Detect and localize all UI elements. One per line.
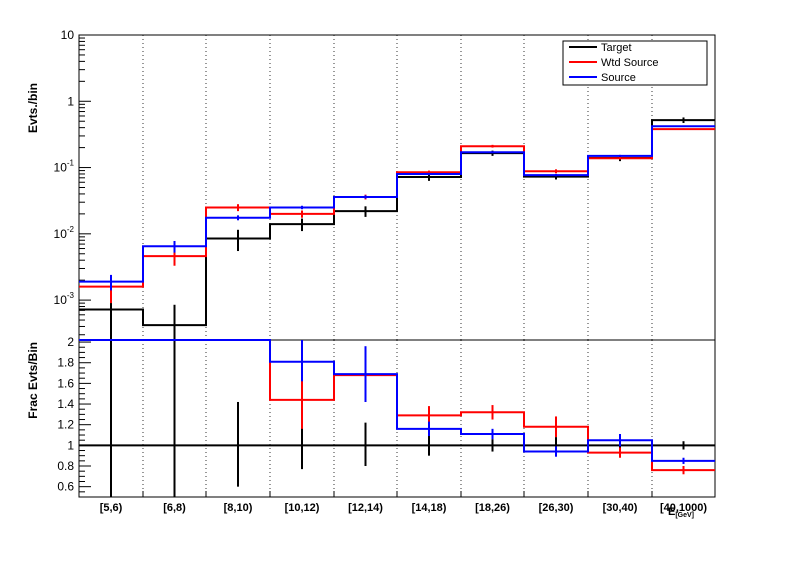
bottom-y-tick-label: 1.6 [57, 376, 74, 390]
top-y-tick-label: 10-2 [54, 225, 75, 241]
top-series-target [79, 117, 715, 340]
top-y-tick-label-exponent: -1 [67, 159, 75, 168]
x-axis-label: E[GeV] [668, 506, 694, 519]
top-step-line-source [79, 125, 715, 283]
bottom-series [79, 339, 715, 497]
top-y-tick-label: 10-3 [54, 291, 75, 307]
legend-label-wtd-source: Wtd Source [601, 57, 658, 69]
top-series [79, 117, 715, 340]
top-y-tick-label: 10 [61, 28, 75, 42]
bottom-y-tick-label: 1.4 [57, 397, 74, 411]
bottom-y-tick-label: 1.2 [57, 418, 74, 432]
x-axis-label-main: E [668, 506, 675, 518]
x-tick-label: [14,18) [412, 502, 447, 514]
bottom-x-axis: [5,6) [6,8) [8,10) [10,12) [12,14) [14,18) [18… [100, 491, 707, 514]
x-axis-label-suffix: [GeV] [675, 512, 694, 519]
bottom-series-target [79, 340, 715, 497]
bottom-y-tick-label: 2 [67, 335, 74, 349]
top-y-tick-label-exponent: -2 [67, 225, 75, 234]
top-y-tick-label-base: 10 [54, 161, 68, 175]
bottom-series-source [79, 339, 715, 464]
bottom-y-tick-label: 1.8 [57, 356, 74, 370]
top-series-source [79, 125, 715, 291]
top-y-tick-label: 1 [67, 94, 74, 108]
x-tick-label: [6,8) [163, 502, 186, 514]
legend: Target Wtd Source Source [562, 40, 708, 86]
top-y-axis-label: Evts./bin [26, 83, 40, 133]
x-tick-label: [5,6) [100, 502, 123, 514]
x-tick-label: [12,14) [348, 502, 383, 514]
bottom-y-tick-label: 1 [67, 438, 74, 452]
top-y-tick-label: 10-1 [54, 159, 75, 175]
top-y-tick-label-base: 10 [61, 28, 75, 42]
x-tick-label: [30,40) [603, 502, 638, 514]
legend-label-target: Target [601, 42, 632, 54]
top-step-line-target [79, 119, 715, 327]
bottom-y-axis-label: Frac Evts/Bin [26, 342, 40, 419]
x-tick-label: [26,30) [539, 502, 574, 514]
legend-label-source: Source [601, 72, 636, 84]
top-y-tick-label-base: 10 [54, 293, 68, 307]
bottom-y-axis: 0.6 0.8 1 1.2 1.4 1.6 1.8 2 [57, 335, 91, 498]
x-tick-label: [40,1000) [660, 502, 707, 514]
x-tick-label: [18,26) [475, 502, 510, 514]
bottom-y-tick-label: 0.8 [57, 459, 74, 473]
x-tick-label: [10,12) [285, 502, 320, 514]
top-y-tick-label-exponent: -3 [67, 291, 75, 300]
x-tick-label: [8,10) [224, 502, 253, 514]
bottom-y-tick-label: 0.6 [57, 480, 74, 494]
top-y-tick-label-base: 1 [67, 94, 74, 108]
bottom-panel: 0.6 0.8 1 1.2 1.4 1.6 1.8 2 [5,6) [6,8) [8,10) [10… [26, 335, 716, 519]
top-y-tick-label-base: 10 [54, 227, 68, 241]
